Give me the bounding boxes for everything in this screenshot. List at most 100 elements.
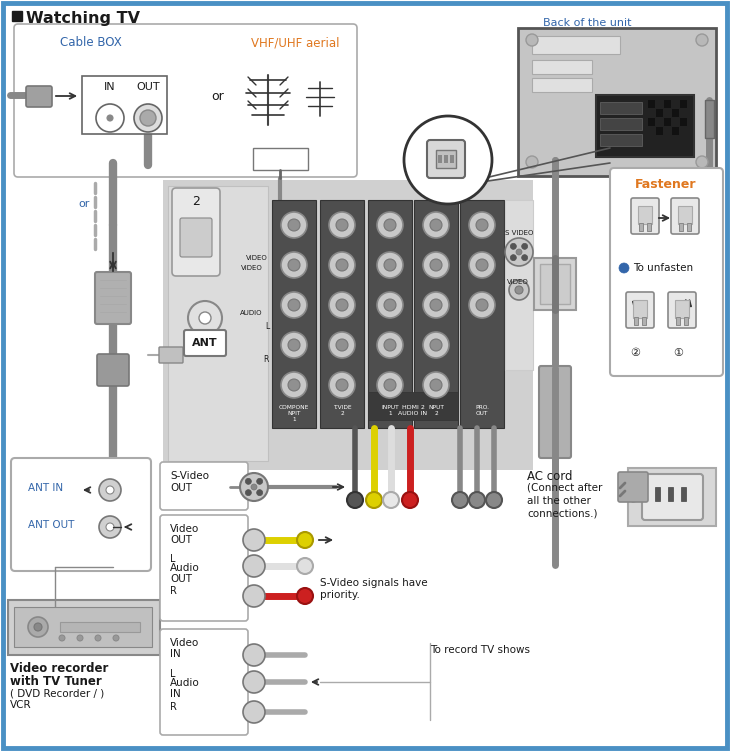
Bar (656, 109, 663, 117)
Text: ( DVD Recorder / ): ( DVD Recorder / ) (10, 688, 104, 698)
FancyBboxPatch shape (626, 292, 654, 328)
Text: R: R (170, 702, 177, 712)
Text: To unfasten: To unfasten (633, 263, 693, 273)
Circle shape (452, 492, 468, 508)
Circle shape (243, 585, 265, 607)
Text: Audio: Audio (170, 678, 200, 688)
FancyBboxPatch shape (184, 330, 226, 356)
Circle shape (281, 372, 307, 398)
Text: or: or (212, 89, 224, 102)
Circle shape (515, 286, 523, 294)
Bar (12, 11, 22, 21)
Circle shape (522, 255, 528, 261)
Circle shape (77, 635, 83, 641)
Bar (253, 148, 308, 170)
Bar (600, 118, 642, 130)
Bar (532, 60, 592, 74)
Text: 2: 2 (192, 195, 200, 208)
Text: Video recorder: Video recorder (10, 662, 108, 675)
Bar (532, 36, 620, 54)
Text: ANT: ANT (192, 338, 218, 348)
Text: Back of the unit: Back of the unit (543, 18, 631, 28)
Bar (639, 223, 643, 231)
FancyBboxPatch shape (668, 292, 696, 328)
Circle shape (430, 299, 442, 311)
Circle shape (336, 259, 348, 271)
Bar (634, 317, 638, 325)
FancyBboxPatch shape (97, 354, 129, 386)
Text: OUT: OUT (137, 82, 160, 92)
Circle shape (526, 156, 538, 168)
Text: ①: ① (673, 348, 683, 358)
Text: S VIDEO: S VIDEO (505, 230, 533, 236)
Bar (687, 223, 691, 231)
Circle shape (245, 478, 251, 484)
Bar (672, 127, 679, 135)
Circle shape (288, 219, 300, 231)
Bar (518, 28, 716, 176)
Text: S-Video signals have
priority.: S-Video signals have priority. (320, 578, 428, 599)
Bar (600, 102, 642, 114)
Circle shape (329, 252, 355, 278)
Bar (664, 118, 671, 126)
Circle shape (516, 249, 522, 255)
Circle shape (288, 339, 300, 351)
Text: IN: IN (170, 649, 181, 659)
FancyBboxPatch shape (180, 218, 212, 257)
Bar (684, 317, 688, 325)
Bar (648, 118, 655, 126)
Circle shape (134, 104, 162, 132)
Circle shape (384, 299, 396, 311)
FancyBboxPatch shape (427, 140, 465, 178)
Text: PRO.
OUT: PRO. OUT (475, 405, 489, 416)
Circle shape (430, 339, 442, 351)
Circle shape (297, 588, 313, 604)
Bar (60, 622, 140, 632)
Circle shape (281, 252, 307, 278)
Bar (438, 155, 442, 163)
Circle shape (384, 339, 396, 351)
Bar (168, 186, 268, 461)
Circle shape (486, 492, 502, 508)
Circle shape (140, 110, 156, 126)
Text: INPUT
1: INPUT 1 (381, 405, 399, 416)
Circle shape (430, 379, 442, 391)
Circle shape (99, 516, 121, 538)
Circle shape (505, 238, 533, 266)
Text: VHF/UHF aerial: VHF/UHF aerial (250, 36, 339, 49)
Circle shape (251, 484, 257, 490)
Bar (647, 223, 651, 231)
Bar (414, 200, 458, 428)
Circle shape (243, 671, 265, 693)
Circle shape (257, 478, 263, 484)
Bar (320, 200, 364, 428)
Text: VIDEO: VIDEO (246, 255, 268, 261)
Text: L: L (170, 669, 175, 679)
Circle shape (243, 555, 265, 577)
Circle shape (107, 115, 113, 121)
Circle shape (377, 252, 403, 278)
Bar (8, 600, 160, 655)
FancyBboxPatch shape (610, 168, 723, 376)
Text: Watching TV: Watching TV (26, 11, 140, 26)
Bar (628, 468, 716, 526)
Bar (450, 155, 454, 163)
Circle shape (384, 379, 396, 391)
Circle shape (402, 492, 418, 508)
Circle shape (281, 332, 307, 358)
Text: Cable BOX: Cable BOX (60, 36, 122, 49)
Circle shape (329, 372, 355, 398)
Circle shape (377, 212, 403, 238)
Circle shape (245, 490, 251, 496)
FancyBboxPatch shape (671, 198, 699, 234)
Circle shape (336, 219, 348, 231)
Text: ANT OUT: ANT OUT (28, 520, 74, 530)
Bar (675, 300, 689, 318)
Circle shape (476, 259, 488, 271)
Bar (444, 155, 448, 163)
Text: AC cord: AC cord (527, 470, 572, 483)
Circle shape (469, 492, 485, 508)
FancyBboxPatch shape (539, 366, 571, 458)
Circle shape (469, 212, 495, 238)
FancyBboxPatch shape (159, 347, 183, 363)
